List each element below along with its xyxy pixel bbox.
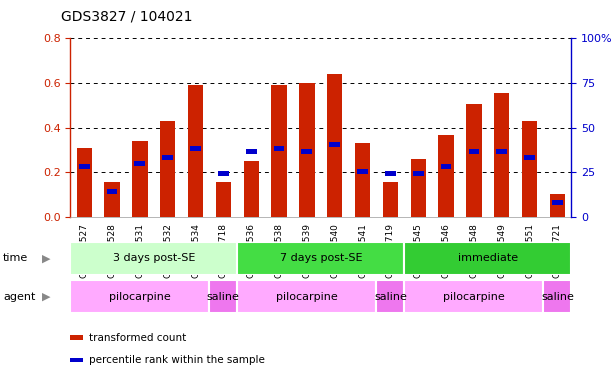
Bar bbox=[246, 149, 257, 154]
Text: saline: saline bbox=[207, 291, 240, 302]
Text: transformed count: transformed count bbox=[89, 333, 186, 343]
Bar bbox=[79, 164, 90, 169]
Bar bbox=[218, 171, 229, 176]
Bar bbox=[329, 142, 340, 147]
Text: ▶: ▶ bbox=[42, 253, 50, 263]
Bar bbox=[382, 182, 398, 217]
Bar bbox=[70, 280, 210, 313]
Bar bbox=[70, 358, 83, 362]
Bar bbox=[216, 182, 231, 217]
Text: pilocarpine: pilocarpine bbox=[443, 291, 505, 302]
Bar bbox=[550, 194, 565, 217]
Text: time: time bbox=[3, 253, 28, 263]
Bar bbox=[469, 149, 479, 154]
Bar bbox=[404, 280, 543, 313]
Bar bbox=[441, 164, 452, 169]
Text: immediate: immediate bbox=[458, 253, 518, 263]
Bar bbox=[70, 335, 83, 340]
Bar bbox=[355, 143, 370, 217]
Text: percentile rank within the sample: percentile rank within the sample bbox=[89, 355, 265, 365]
Bar bbox=[188, 85, 203, 217]
Bar bbox=[274, 146, 284, 151]
Bar bbox=[271, 85, 287, 217]
Bar bbox=[496, 149, 507, 154]
Bar bbox=[70, 242, 237, 275]
Bar bbox=[237, 242, 404, 275]
Bar bbox=[132, 141, 147, 217]
Bar bbox=[299, 83, 315, 217]
Bar bbox=[237, 280, 376, 313]
Bar bbox=[163, 156, 173, 160]
Bar bbox=[76, 148, 92, 217]
Bar bbox=[522, 121, 537, 217]
Bar bbox=[104, 182, 120, 217]
Text: pilocarpine: pilocarpine bbox=[276, 291, 338, 302]
Bar bbox=[524, 156, 535, 160]
Text: saline: saline bbox=[374, 291, 407, 302]
Bar bbox=[552, 200, 563, 205]
Bar bbox=[411, 159, 426, 217]
Bar bbox=[376, 280, 404, 313]
Text: saline: saline bbox=[541, 291, 574, 302]
Bar bbox=[190, 146, 201, 151]
Bar bbox=[404, 242, 571, 275]
Bar bbox=[357, 169, 368, 174]
Bar bbox=[543, 280, 571, 313]
Text: 3 days post-SE: 3 days post-SE bbox=[112, 253, 195, 263]
Bar bbox=[413, 171, 423, 176]
Bar bbox=[107, 189, 117, 194]
Bar bbox=[327, 74, 342, 217]
Text: GDS3827 / 104021: GDS3827 / 104021 bbox=[61, 10, 192, 23]
Bar bbox=[160, 121, 175, 217]
Text: 7 days post-SE: 7 days post-SE bbox=[279, 253, 362, 263]
Text: agent: agent bbox=[3, 291, 35, 302]
Bar bbox=[210, 280, 237, 313]
Text: pilocarpine: pilocarpine bbox=[109, 291, 170, 302]
Bar bbox=[438, 136, 454, 217]
Bar bbox=[494, 93, 510, 217]
Bar bbox=[244, 161, 259, 217]
Bar bbox=[466, 104, 481, 217]
Bar bbox=[385, 171, 396, 176]
Text: ▶: ▶ bbox=[42, 291, 50, 302]
Bar bbox=[134, 161, 145, 166]
Bar bbox=[301, 149, 312, 154]
